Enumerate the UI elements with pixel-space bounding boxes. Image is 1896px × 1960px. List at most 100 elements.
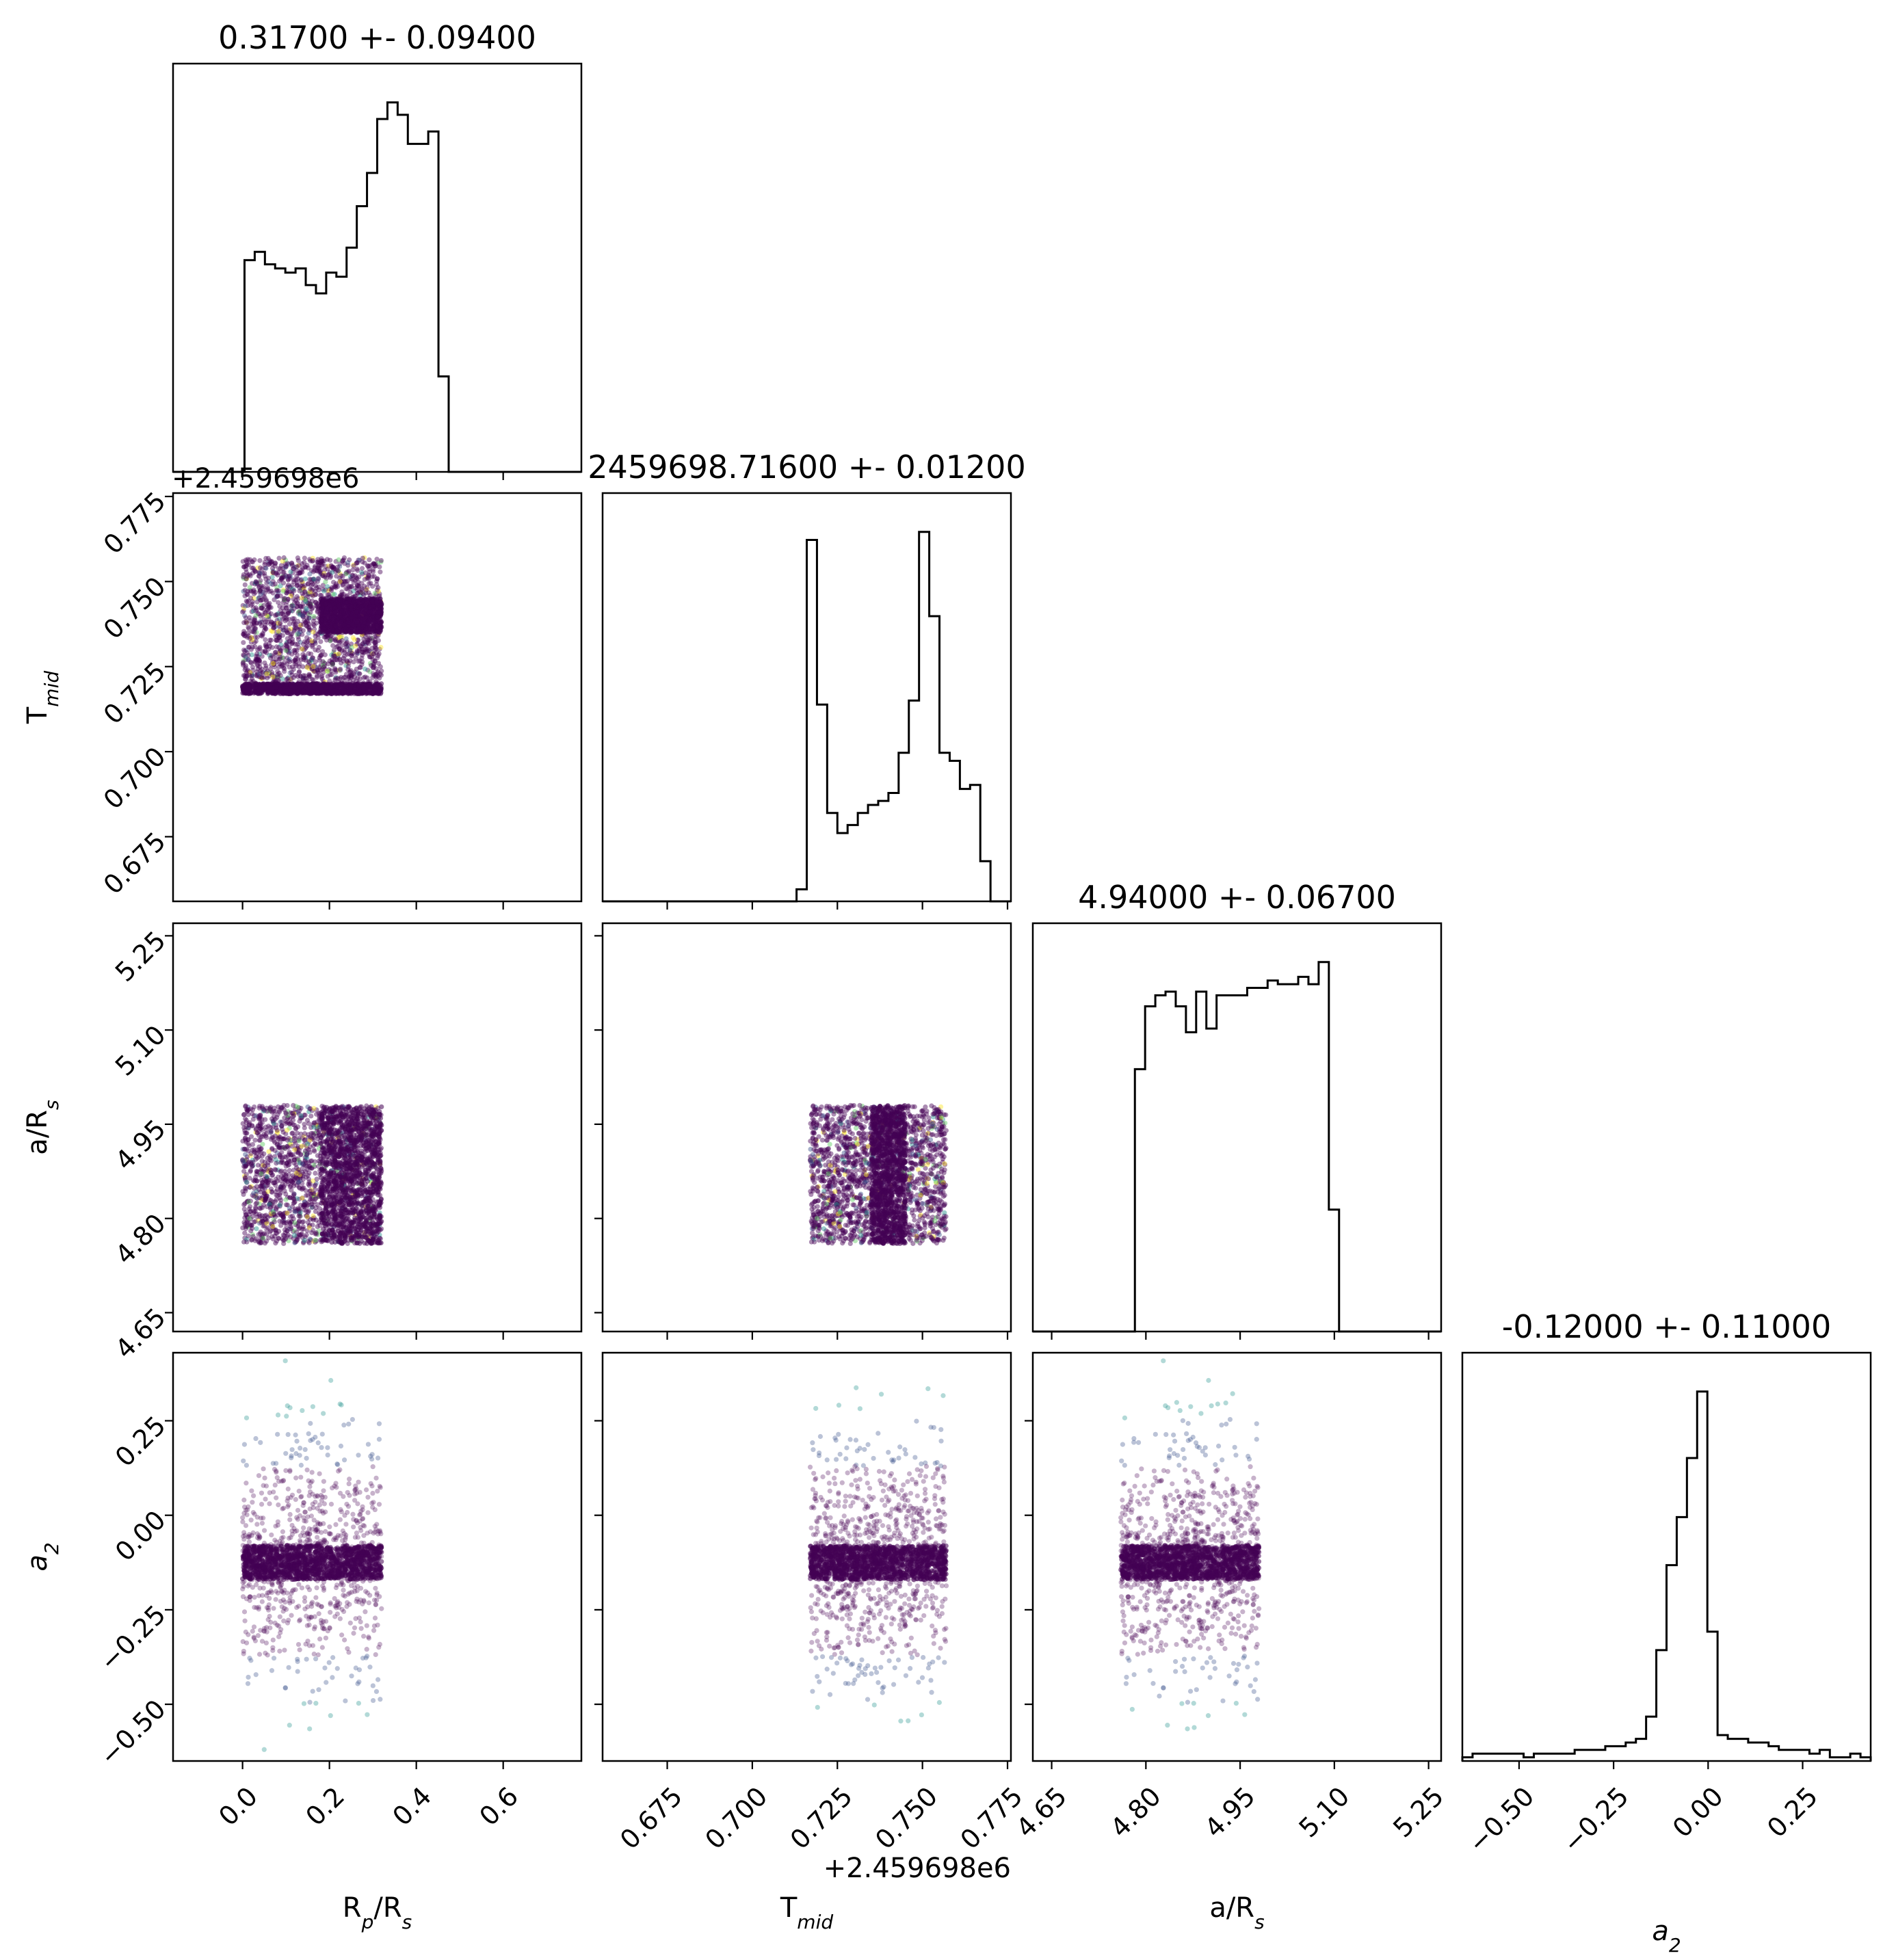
scatter-point bbox=[267, 1201, 273, 1206]
scatter-point bbox=[241, 631, 248, 636]
scatter-point bbox=[268, 621, 274, 627]
scatter-point bbox=[317, 653, 323, 659]
scatter-point bbox=[360, 641, 365, 647]
scatter-point bbox=[309, 587, 315, 593]
scatter-point bbox=[241, 633, 247, 639]
scatter-point bbox=[276, 1144, 281, 1150]
scatter-point bbox=[287, 1184, 293, 1190]
scatter-point bbox=[288, 634, 293, 639]
scatter-point bbox=[256, 569, 262, 575]
scatter-point bbox=[243, 620, 250, 625]
scatter-point bbox=[371, 663, 376, 669]
scatter-point bbox=[251, 1219, 257, 1225]
scatter-point-dense bbox=[379, 624, 384, 630]
scatter-point bbox=[279, 1150, 285, 1155]
scatter-point bbox=[261, 1131, 267, 1137]
scatter-point bbox=[267, 589, 272, 594]
scatter-point bbox=[325, 674, 330, 679]
scatter-point bbox=[363, 649, 368, 655]
scatter-point bbox=[279, 1126, 285, 1133]
scatter-point bbox=[286, 1219, 291, 1224]
scatter-point bbox=[260, 1236, 265, 1242]
scatter-point bbox=[329, 570, 334, 575]
scatter-point bbox=[366, 581, 372, 586]
scatter-point bbox=[242, 1158, 248, 1163]
scatter-point bbox=[306, 621, 312, 627]
scatter-point bbox=[360, 652, 365, 658]
scatter-point bbox=[300, 676, 306, 682]
scatter-point bbox=[289, 641, 294, 646]
scatter-point bbox=[280, 587, 287, 593]
scatter-point bbox=[304, 606, 309, 611]
scatter-point bbox=[248, 647, 254, 652]
scatter-point bbox=[317, 566, 322, 571]
scatter-point bbox=[299, 595, 304, 600]
scatter-point bbox=[287, 573, 292, 579]
scatter-point bbox=[329, 585, 334, 590]
scatter-point-dense bbox=[379, 600, 384, 606]
scatter-point bbox=[286, 574, 291, 579]
scatter-point bbox=[344, 644, 350, 649]
scatter-points-0-1 bbox=[240, 555, 384, 697]
scatter-point bbox=[299, 567, 304, 573]
scatter-point bbox=[242, 1215, 248, 1221]
scatter-point bbox=[281, 1219, 287, 1226]
scatter-point bbox=[249, 581, 255, 586]
scatter-point bbox=[246, 630, 251, 636]
scatter-point bbox=[287, 657, 292, 662]
scatter-point bbox=[315, 673, 320, 678]
scatter-point bbox=[271, 1211, 277, 1217]
scatter-point bbox=[301, 648, 307, 653]
scatter-point bbox=[248, 635, 254, 641]
scatter-point bbox=[312, 1130, 317, 1136]
scatter-point bbox=[307, 1217, 313, 1222]
scatter-point bbox=[247, 618, 253, 624]
scatter-point bbox=[367, 661, 373, 666]
scatter-point bbox=[376, 661, 382, 666]
scatter-point bbox=[247, 635, 252, 641]
scatter-point bbox=[250, 1208, 256, 1214]
scatter-point bbox=[257, 1205, 263, 1211]
scatter-point bbox=[246, 644, 252, 650]
scatter-point bbox=[308, 586, 313, 592]
scatter-point bbox=[369, 646, 375, 651]
scatter-point bbox=[274, 657, 279, 662]
scatter-point bbox=[264, 580, 269, 585]
scatter-point bbox=[308, 1193, 315, 1199]
scatter-point bbox=[317, 560, 323, 566]
scatter-point bbox=[291, 648, 297, 653]
scatter-point bbox=[309, 1165, 315, 1171]
scatter-point bbox=[305, 1104, 311, 1110]
scatter-point bbox=[256, 1212, 262, 1217]
scatter-point-dense bbox=[321, 626, 326, 632]
scatter-point bbox=[342, 561, 347, 566]
scatter-point bbox=[293, 663, 299, 669]
scatter-point bbox=[354, 561, 359, 566]
scatter-point bbox=[300, 613, 306, 618]
scatter-point-dense bbox=[323, 601, 328, 607]
scatter-point bbox=[289, 591, 295, 597]
scatter-point bbox=[332, 653, 337, 659]
scatter-point bbox=[277, 647, 282, 652]
scatter-point bbox=[339, 589, 345, 594]
scatter-point bbox=[343, 672, 350, 677]
scatter-point bbox=[269, 652, 274, 658]
scatter-point bbox=[315, 559, 320, 565]
scatter-point bbox=[278, 608, 283, 613]
scatter-point bbox=[295, 1208, 300, 1213]
scatter-point bbox=[363, 674, 368, 680]
scatter-point bbox=[287, 1158, 292, 1165]
scatter-point bbox=[356, 589, 362, 594]
scatter-point bbox=[276, 1228, 282, 1234]
scatter-point bbox=[310, 663, 315, 668]
scatter-point bbox=[298, 604, 304, 609]
scatter-point bbox=[242, 673, 248, 678]
scatter-point bbox=[241, 1219, 247, 1226]
scatter-point-dense bbox=[370, 691, 376, 696]
scatter-point bbox=[265, 1182, 271, 1188]
scatter-point bbox=[295, 1180, 301, 1186]
scatter-point bbox=[366, 652, 371, 657]
scatter-point bbox=[274, 644, 279, 650]
scatter-point bbox=[285, 577, 291, 583]
scatter-point bbox=[360, 649, 365, 654]
